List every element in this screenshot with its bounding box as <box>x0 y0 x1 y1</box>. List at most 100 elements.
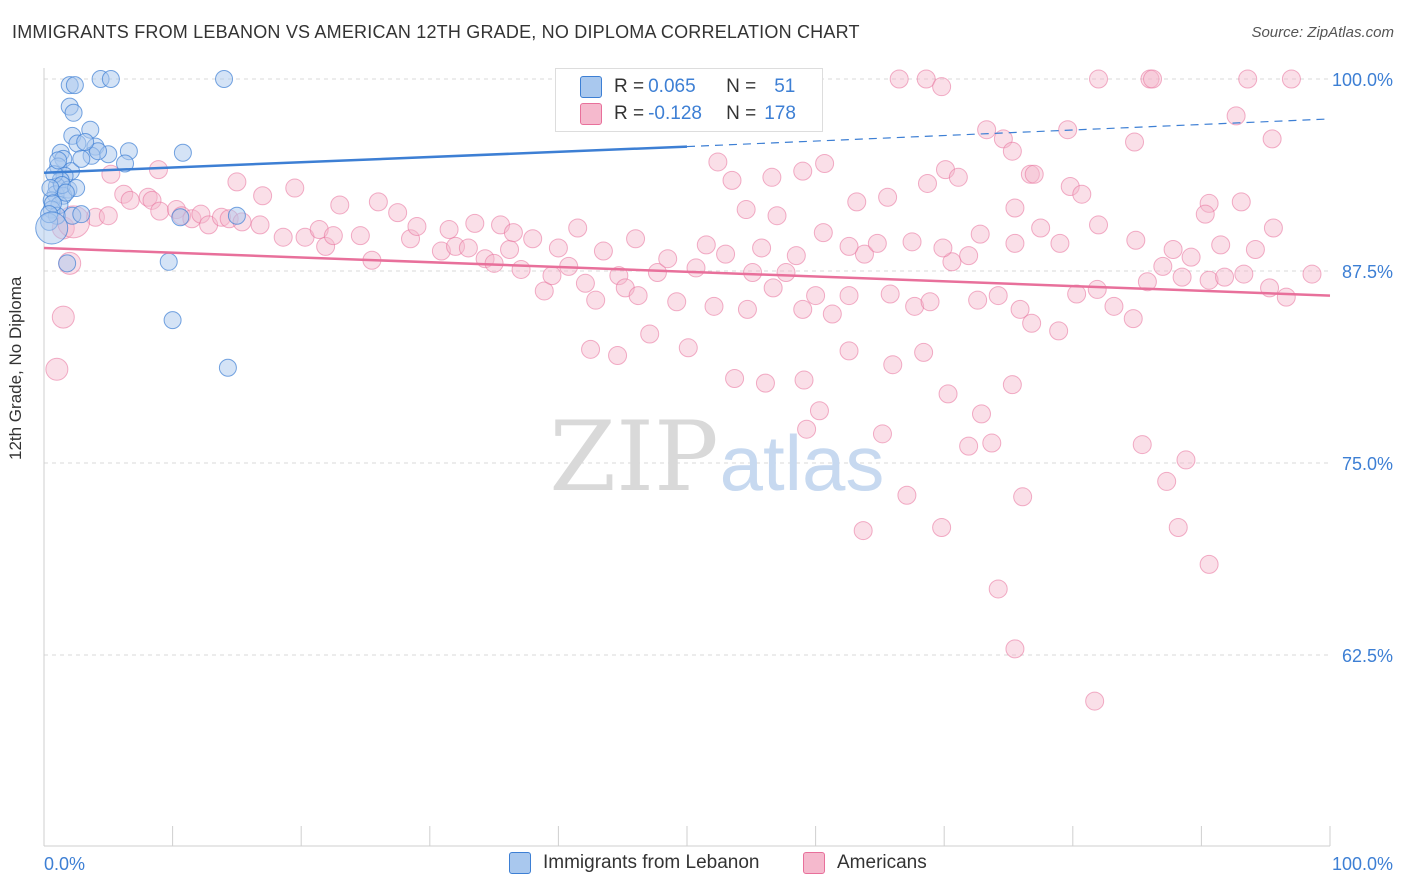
point-americans <box>853 521 873 541</box>
point-americans <box>743 263 763 283</box>
y-axis-label: 12th Grade, No Diploma <box>6 276 25 460</box>
point-americans <box>797 419 817 439</box>
point-americans <box>968 290 988 310</box>
point-americans <box>581 339 601 359</box>
legend-r-value: -0.128 <box>648 103 702 124</box>
point-lebanon <box>41 179 60 198</box>
point-lebanon <box>227 206 246 225</box>
point-americans <box>793 299 813 319</box>
point-lebanon <box>58 254 77 273</box>
point-americans <box>914 342 934 362</box>
point-americans <box>736 200 756 220</box>
point-americans <box>1199 270 1219 290</box>
point-americans <box>1168 518 1188 538</box>
point-americans <box>640 324 660 344</box>
point-americans <box>897 485 917 505</box>
point-americans <box>704 296 724 316</box>
point-americans <box>878 187 898 207</box>
point-lebanon <box>116 154 135 173</box>
point-americans <box>916 69 936 89</box>
point-americans <box>227 172 247 192</box>
point-americans <box>970 224 990 244</box>
legend-r-label: R = <box>614 103 645 124</box>
point-americans <box>988 286 1008 306</box>
point-americans <box>767 206 787 226</box>
point-americans <box>839 236 859 256</box>
point-americans <box>854 244 874 264</box>
legend-n-value: 178 <box>764 103 796 124</box>
lebanon-points <box>35 70 246 377</box>
point-americans <box>191 204 211 224</box>
point-americans <box>1002 141 1022 161</box>
point-americans <box>959 436 979 456</box>
point-americans <box>1199 193 1219 213</box>
point-lebanon <box>49 151 68 170</box>
point-americans <box>1087 279 1107 299</box>
legend-item-lebanon[interactable]: Immigrants from Lebanon <box>509 852 760 874</box>
point-lebanon <box>72 205 91 224</box>
point-lebanon <box>56 183 75 202</box>
point-lebanon <box>101 70 120 88</box>
point-americans <box>350 226 370 246</box>
point-americans <box>1181 247 1201 267</box>
point-americans <box>458 238 478 258</box>
point-americans <box>1067 284 1087 304</box>
point-americans <box>388 203 408 223</box>
point-americans <box>439 220 459 240</box>
legend-n-label: N = <box>726 103 757 124</box>
point-americans <box>593 241 613 261</box>
point-americans <box>942 252 962 272</box>
point-americans <box>716 244 736 264</box>
point-americans <box>1245 239 1265 259</box>
point-americans <box>407 216 427 236</box>
point-americans <box>608 345 628 365</box>
chart-title: IMMIGRANTS FROM LEBANON VS AMERICAN 12TH… <box>12 22 860 42</box>
point-americans <box>500 239 520 259</box>
point-americans <box>1262 129 1282 149</box>
point-americans <box>763 278 783 298</box>
point-lebanon <box>173 143 192 162</box>
point-americans <box>725 369 745 389</box>
point-americans <box>1005 198 1025 218</box>
point-americans <box>1002 375 1022 395</box>
point-americans <box>872 424 892 444</box>
point-americans <box>523 229 543 249</box>
point-americans <box>323 226 343 246</box>
point-americans <box>575 273 595 293</box>
point-americans <box>120 190 140 210</box>
point-americans <box>142 190 162 210</box>
point-lebanon <box>159 252 178 271</box>
point-americans <box>647 263 667 283</box>
point-americans <box>959 246 979 266</box>
point-americans <box>1104 296 1124 316</box>
point-americans <box>1010 299 1030 319</box>
point-americans <box>51 305 75 329</box>
point-americans <box>1153 256 1173 276</box>
point-americans <box>793 161 813 181</box>
point-americans <box>586 290 606 310</box>
point-americans <box>285 178 305 198</box>
point-americans <box>762 167 782 187</box>
point-americans <box>822 304 842 324</box>
legend-label-lebanon: Immigrants from Lebanon <box>543 852 760 873</box>
x-tick-label: 0.0% <box>44 854 85 874</box>
point-americans <box>1157 471 1177 491</box>
legend-swatch-blue <box>580 76 602 98</box>
point-americans <box>609 266 629 286</box>
legend-r-label: R = <box>614 76 645 97</box>
point-americans <box>933 238 953 258</box>
point-americans <box>932 77 952 97</box>
source-label: Source: ZipAtlas.com <box>1251 24 1394 41</box>
point-americans <box>1005 233 1025 253</box>
point-americans <box>755 373 775 393</box>
point-americans <box>971 404 991 424</box>
y-tick-label: 100.0% <box>1332 70 1393 90</box>
series-legend: Immigrants from Lebanon Americans <box>0 852 1406 878</box>
legend-item-americans[interactable]: Americans <box>803 852 927 874</box>
point-americans <box>839 286 859 306</box>
point-americans <box>1263 218 1283 238</box>
point-americans <box>1089 215 1109 235</box>
point-americans <box>150 201 170 221</box>
point-americans <box>786 246 806 266</box>
